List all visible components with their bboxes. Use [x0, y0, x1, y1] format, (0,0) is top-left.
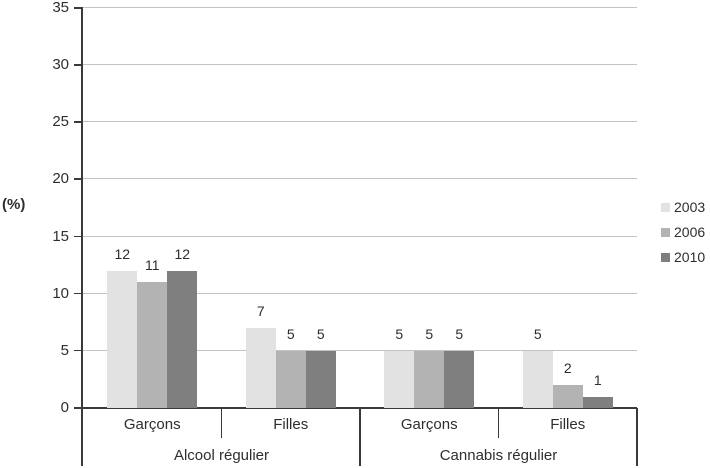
- gridline: [83, 178, 637, 180]
- category-separator: [220, 408, 222, 438]
- bar-2006-filles: [275, 350, 306, 408]
- bar-value-label: 5: [455, 325, 464, 342]
- y-axis-tick: [74, 64, 82, 66]
- legend-label: 2003: [674, 199, 706, 215]
- bar-2010-filles: [582, 396, 613, 408]
- y-axis-line: [81, 7, 83, 466]
- gridline: [83, 121, 637, 123]
- legend-swatch-icon: [661, 252, 670, 262]
- x-group-label: Cannabis régulier: [439, 447, 558, 464]
- legend-swatch-icon: [661, 202, 670, 212]
- bar-2010-garçons: [444, 350, 475, 408]
- y-axis-tick: [74, 178, 82, 180]
- category-separator: [497, 408, 499, 438]
- legend-item-2010: 2010: [661, 249, 705, 265]
- bar-2006-filles: [552, 385, 583, 408]
- y-tick-label: 20: [52, 170, 69, 188]
- y-axis-tick: [74, 407, 82, 409]
- y-tick-label: 15: [52, 227, 69, 245]
- y-tick-label: 35: [52, 0, 69, 16]
- y-tick-label: 30: [52, 56, 69, 74]
- bar-2010-filles: [305, 350, 336, 408]
- bar-2003-garçons: [107, 270, 138, 408]
- gridline: [83, 349, 637, 351]
- gridline: [83, 235, 637, 237]
- legend-item-2003: 2003: [661, 199, 705, 215]
- bar-2006-garçons: [414, 350, 445, 408]
- bar-value-label: 5: [286, 325, 295, 342]
- y-axis-tick: [74, 349, 82, 352]
- bar-value-label: 5: [395, 325, 404, 342]
- gridline: [83, 292, 637, 294]
- bar-value-label: 11: [144, 257, 160, 274]
- legend-label: 2010: [674, 249, 706, 265]
- y-axis-tick: [74, 121, 82, 123]
- bar-value-label: 12: [114, 245, 131, 262]
- legend: 2003 2006 2010: [661, 199, 705, 274]
- y-tick-label: 5: [60, 341, 69, 359]
- gridline: [83, 7, 637, 8]
- bar-value-label: 5: [316, 325, 325, 342]
- legend-swatch-icon: [661, 227, 670, 237]
- y-axis-tick: [74, 235, 82, 238]
- x-category-label: Garçons: [400, 416, 458, 433]
- x-group-label: Alcool régulier: [173, 447, 270, 464]
- bar-value-label: 5: [533, 325, 542, 342]
- bar-2003-filles: [522, 350, 553, 408]
- x-category-label: Filles: [273, 416, 309, 433]
- y-tick-label: 0: [60, 399, 69, 416]
- y-tick-label: 10: [52, 284, 69, 302]
- bar-value-label: 1: [593, 371, 602, 388]
- x-category-label: Filles: [550, 416, 586, 433]
- category-separator: [636, 408, 638, 466]
- legend-label: 2006: [674, 224, 706, 240]
- category-separator: [359, 408, 361, 466]
- bar-2003-garçons: [384, 350, 415, 408]
- bar-value-label: 7: [256, 303, 265, 319]
- y-tick-label: 25: [52, 113, 69, 131]
- bar-2006-garçons: [137, 282, 168, 408]
- bar-value-label: 5: [425, 325, 434, 342]
- legend-item-2006: 2006: [661, 224, 705, 240]
- y-axis-tick: [74, 7, 82, 9]
- bar-value-label: 12: [174, 245, 191, 262]
- gridline: [83, 64, 637, 66]
- x-category-label: Garçons: [123, 416, 181, 433]
- bar-2010-garçons: [167, 270, 198, 408]
- bar-2003-filles: [245, 328, 276, 408]
- y-axis-title: (%): [2, 196, 26, 213]
- y-axis-tick: [74, 292, 82, 295]
- bar-value-label: 2: [563, 360, 572, 377]
